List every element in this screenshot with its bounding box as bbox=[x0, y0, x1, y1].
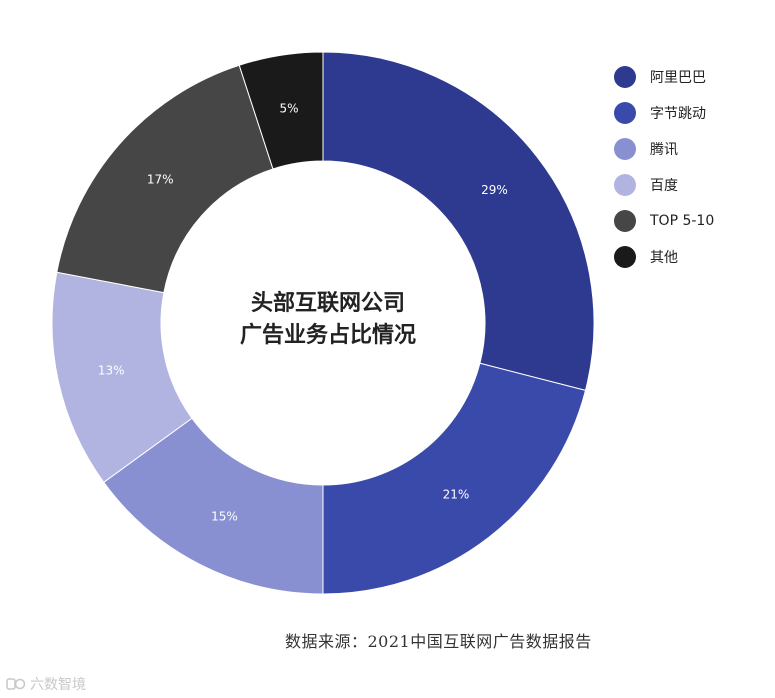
chart-title: 头部互联网公司 广告业务占比情况 bbox=[213, 288, 443, 352]
legend-item: 字节跳动 bbox=[614, 95, 714, 131]
slice-label: 5% bbox=[280, 102, 299, 116]
legend-label: 其他 bbox=[650, 250, 678, 266]
legend-label: 百度 bbox=[650, 178, 678, 194]
chart-title-line-2: 广告业务占比情况 bbox=[239, 323, 416, 348]
legend-item: 腾讯 bbox=[614, 131, 714, 167]
legend-swatch bbox=[614, 210, 636, 232]
slice-阿里巴巴 bbox=[322, 51, 595, 392]
watermark-logo-icon bbox=[6, 678, 26, 690]
legend-item: 阿里巴巴 bbox=[614, 59, 714, 95]
chart-title-line-1: 头部互联网公司 bbox=[250, 291, 405, 316]
slice-label: 13% bbox=[98, 363, 125, 377]
slice-label: 15% bbox=[211, 509, 238, 523]
watermark-text: 六数智境 bbox=[30, 677, 86, 693]
data-source-note: 数据来源：2021中国互联网广告数据报告 bbox=[285, 632, 592, 651]
legend-label: 腾讯 bbox=[650, 142, 678, 158]
slice-其他 bbox=[238, 51, 324, 170]
slice-字节跳动 bbox=[322, 362, 587, 595]
legend-label: 阿里巴巴 bbox=[650, 70, 706, 86]
legend-swatch bbox=[614, 138, 636, 160]
slice-top-5-10 bbox=[56, 64, 274, 294]
legend-swatch bbox=[614, 102, 636, 124]
slice-label: 29% bbox=[481, 183, 508, 197]
legend-swatch bbox=[614, 246, 636, 268]
legend: 阿里巴巴字节跳动腾讯百度 TOP 5-10 其他 bbox=[614, 59, 714, 275]
legend-swatch bbox=[614, 174, 636, 196]
slice-label: 21% bbox=[443, 487, 470, 501]
legend-swatch bbox=[614, 66, 636, 88]
legend-item: 其他 bbox=[614, 239, 714, 275]
slice-label: 17% bbox=[147, 172, 174, 186]
legend-item: TOP 5-10 bbox=[614, 203, 714, 239]
legend-item: 百度 bbox=[614, 167, 714, 203]
watermark: 六数智境 bbox=[6, 674, 86, 694]
legend-label: 字节跳动 bbox=[650, 106, 706, 122]
legend-label: TOP 5-10 bbox=[650, 213, 715, 229]
